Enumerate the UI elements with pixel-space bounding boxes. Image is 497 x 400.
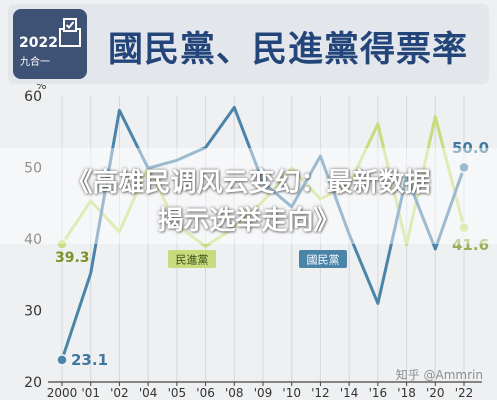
- series-point-dpp: [56, 238, 68, 250]
- watermark: 知乎 @Ammrin: [395, 368, 483, 382]
- data-label-kmt-start: 23.1: [71, 351, 108, 369]
- x-tick-label: '05: [168, 386, 187, 400]
- title-banner: 2022 九合一 國民黨、民進黨得票率: [8, 4, 489, 84]
- y-tick-label: 20: [24, 375, 42, 391]
- legend-kmt-swatch: [299, 250, 347, 268]
- legend-kmt-label: 國民黨: [307, 253, 340, 267]
- data-label-kmt-end: 50.0: [452, 139, 489, 157]
- logo-subtitle: 九合一: [20, 57, 50, 68]
- headline-line-1: 《高雄民调风云变幻：最新数据: [66, 168, 431, 198]
- x-tick-label: '18: [397, 386, 416, 400]
- x-tick-label: '08: [225, 386, 244, 400]
- y-tick-label: 30: [24, 304, 42, 320]
- x-tick-label: '04: [139, 386, 158, 400]
- series-point-dpp: [458, 221, 470, 234]
- series-point-kmt: [56, 354, 68, 366]
- y-tick-label: 50: [24, 161, 42, 177]
- headline-overlay: 《高雄民调风云变幻：最新数据 揭示选举走向》: [0, 148, 497, 244]
- x-tick-label: '06: [196, 386, 215, 400]
- series-lines: [56, 105, 470, 366]
- series-line-kmt: [60, 105, 466, 362]
- y-unit-label: %: [36, 79, 46, 92]
- x-tick-label: '12: [311, 386, 330, 400]
- x-tick-label: '20: [426, 386, 445, 400]
- headline-line-2: 揭示选举走向》: [157, 206, 340, 236]
- x-tick-label: '22: [455, 386, 474, 400]
- data-label-dpp-start: 39.3: [55, 250, 90, 266]
- chart-title: 國民黨、民進黨得票率: [108, 30, 469, 70]
- x-tick-label: '01: [81, 386, 100, 400]
- y-tick-label: 40: [24, 232, 42, 248]
- series-point-kmt: [458, 161, 470, 174]
- axis-labels: % 2000'01 '02 '04 '05 '06 '08 '09 '10 '12 '14 '16 '…: [24, 79, 473, 400]
- x-tick-label: 2000: [47, 386, 78, 400]
- x-tick-label: '02: [110, 386, 129, 400]
- x-tick-label: '16: [369, 386, 388, 400]
- legend-dpp: 民進黨: [168, 250, 216, 268]
- election-logo: 2022 九合一: [13, 9, 87, 79]
- legend-dpp-swatch: [168, 250, 216, 268]
- series-line-dpp: [60, 115, 466, 248]
- logo-year: 2022: [19, 35, 58, 51]
- y-tick-label: 60: [24, 89, 42, 105]
- legend-kmt: 國民黨: [299, 250, 347, 268]
- x-tick-label: '14: [340, 386, 359, 400]
- ballot-box-icon: [59, 18, 81, 47]
- x-tick-label: '10: [282, 386, 301, 400]
- legend-dpp-label: 民進黨: [176, 253, 209, 267]
- x-tick-label: '09: [254, 386, 273, 400]
- data-label-dpp-end: 41.6: [452, 236, 489, 254]
